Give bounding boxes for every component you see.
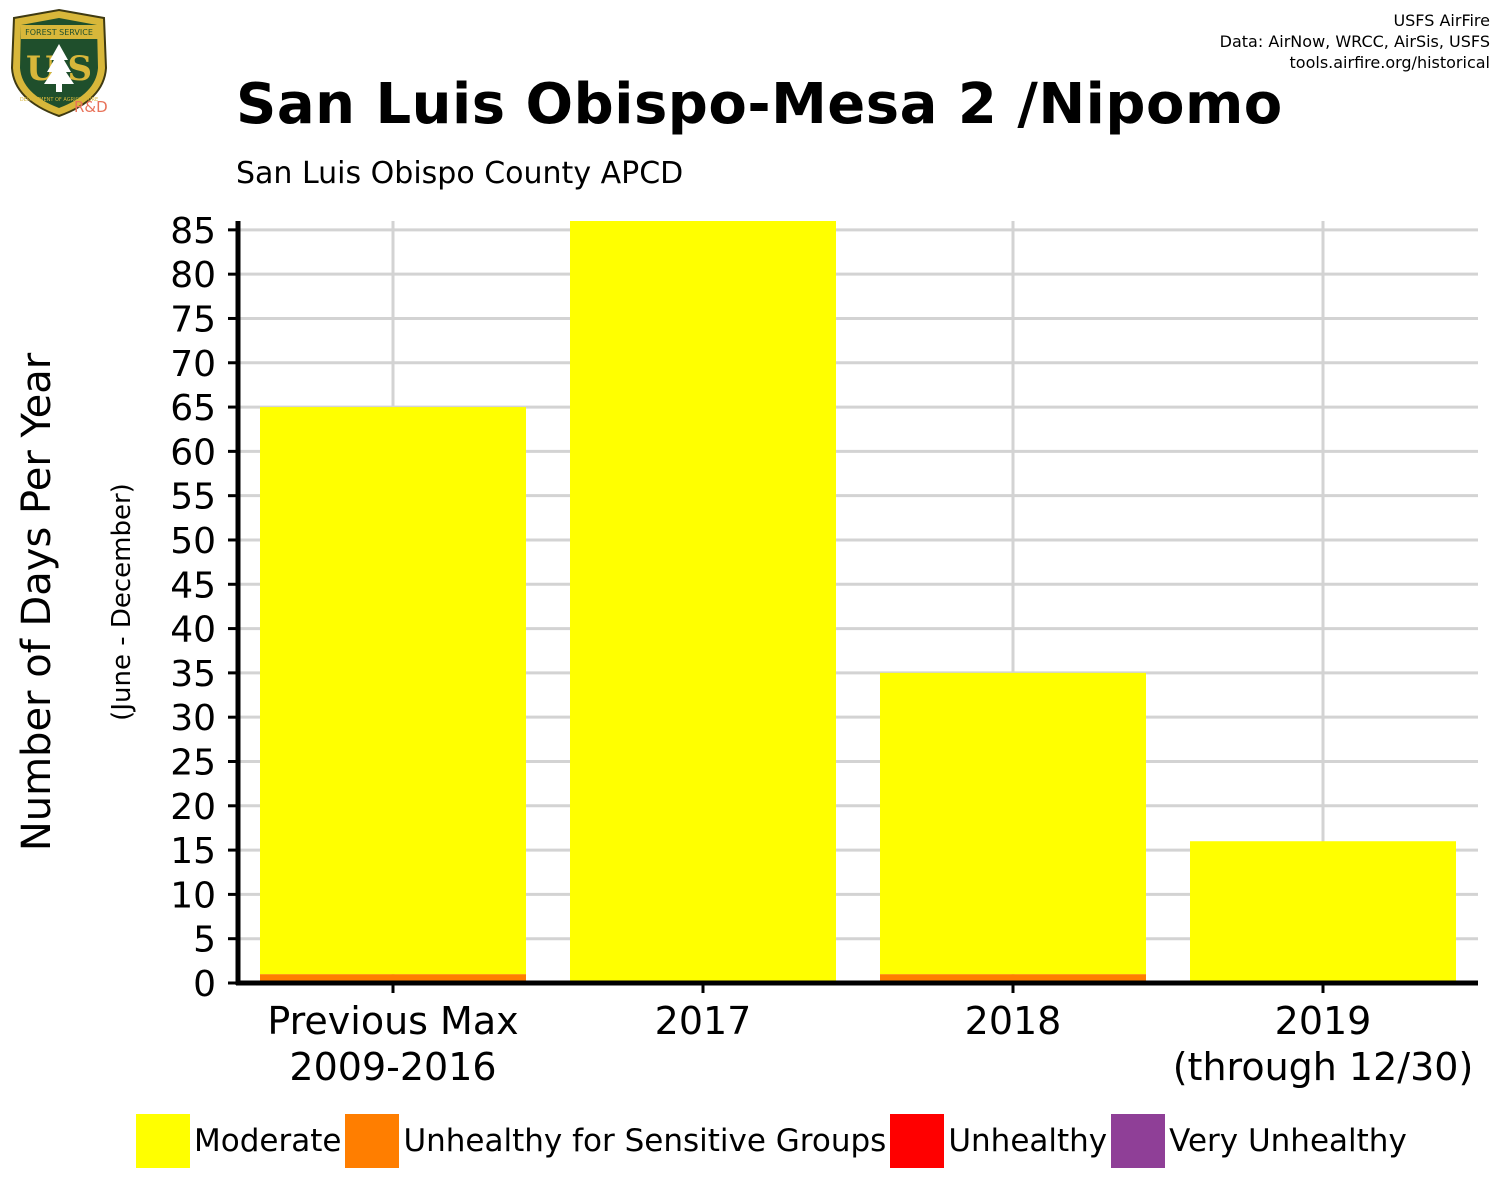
- x-tick-label: Previous Max: [267, 999, 518, 1043]
- y-tick-label: 60: [170, 432, 216, 473]
- chart-title: San Luis Obispo-Mesa 2 /Nipomo: [236, 72, 1283, 137]
- logo-top-text: FOREST SERVICE: [25, 28, 93, 37]
- y-tick-label: 45: [170, 565, 216, 606]
- legend-label: Very Unhealthy: [1169, 1123, 1407, 1159]
- y-tick-label: 70: [170, 344, 216, 385]
- legend-item: Unhealthy for Sensitive Groups: [345, 1114, 886, 1168]
- legend-swatch: [890, 1114, 945, 1168]
- x-tick-label: (through 12/30): [1173, 1045, 1474, 1089]
- credit-source: USFS AirFire: [1393, 11, 1490, 30]
- y-tick-label: 85: [170, 211, 216, 252]
- legend-label: Unhealthy for Sensitive Groups: [403, 1123, 887, 1159]
- logo-rd-label: R&D: [74, 98, 108, 116]
- y-tick-label: 15: [170, 831, 216, 872]
- y-tick-label: 35: [170, 654, 216, 695]
- credit-data: Data: AirNow, WRCC, AirSis, USFS: [1219, 32, 1490, 51]
- y-tick-label: 75: [170, 299, 216, 340]
- y-tick-label: 30: [170, 698, 216, 739]
- y-tick-label: 50: [170, 521, 216, 562]
- legend: Moderate Unhealthy for Sensitive Groups Un…: [136, 1114, 1411, 1168]
- x-tick-label: 2019: [1275, 999, 1372, 1043]
- y-tick-label: 55: [170, 477, 216, 518]
- y-tick-label: 80: [170, 255, 216, 296]
- y-tick-label: 65: [170, 388, 216, 429]
- bar-segment: [880, 974, 1146, 983]
- bar-segment: [260, 407, 526, 975]
- usfs-shield-icon: FOREST SERVICE U S DEPARTMENT OF AGRICUL…: [10, 8, 108, 118]
- legend-swatch: [345, 1114, 400, 1168]
- legend-item: Unhealthy: [890, 1114, 1107, 1168]
- y-tick-label: 10: [170, 875, 216, 916]
- bar-segment: [1190, 841, 1456, 983]
- bar-segment: [880, 672, 1146, 975]
- legend-swatch: [1111, 1114, 1166, 1168]
- y-tick-label: 5: [193, 920, 216, 961]
- y-tick-label: 25: [170, 742, 216, 783]
- legend-label: Unhealthy: [948, 1123, 1108, 1159]
- chart-subtitle: San Luis Obispo County APCD: [236, 156, 684, 191]
- bar-segment: [260, 974, 526, 983]
- x-tick-label: 2018: [965, 999, 1062, 1043]
- credits: USFS AirFire Data: AirNow, WRCC, AirSis,…: [1220, 10, 1490, 73]
- legend-swatch: [136, 1114, 190, 1168]
- y-tick-label: 20: [170, 787, 216, 828]
- legend-label: Moderate: [194, 1123, 342, 1159]
- x-tick-label: 2017: [655, 999, 752, 1043]
- bar-segment: [570, 221, 836, 983]
- credit-url: tools.airfire.org/historical: [1289, 53, 1490, 72]
- logo-bottom-text: DEPARTMENT OF AGRICULTURE: [20, 97, 98, 103]
- usfs-shield-logo: FOREST SERVICE U S DEPARTMENT OF AGRICUL…: [8, 8, 110, 120]
- legend-item: Very Unhealthy: [1111, 1114, 1407, 1168]
- x-tick-label: 2009-2016: [289, 1045, 496, 1089]
- y-tick-label: 40: [170, 610, 216, 651]
- y-tick-label: 0: [193, 964, 216, 1005]
- legend-item: Moderate: [136, 1114, 341, 1168]
